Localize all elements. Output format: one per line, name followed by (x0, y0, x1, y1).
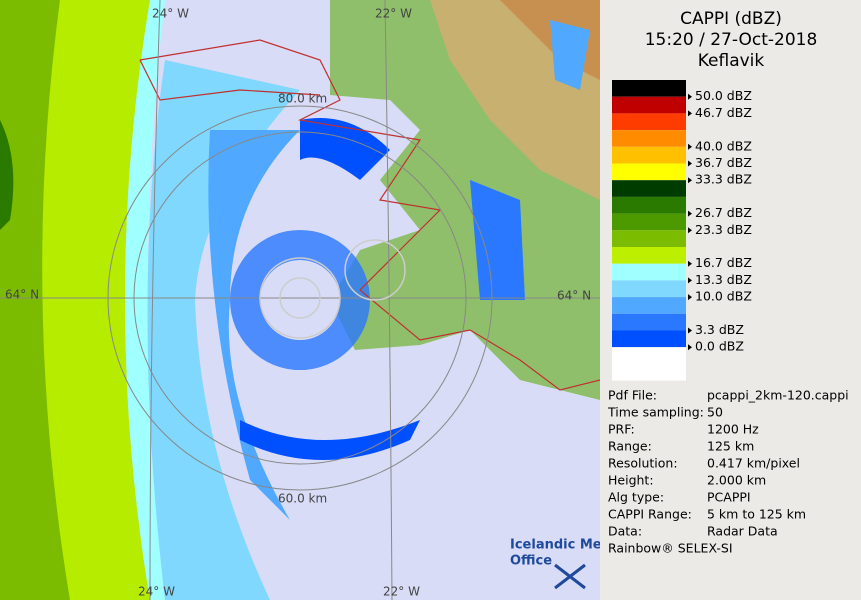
legend-swatch (612, 113, 686, 131)
legend-swatch (612, 196, 686, 214)
legend-swatch (612, 247, 686, 264)
info-value: 1200 Hz (707, 422, 759, 437)
info-value: 125 km (707, 439, 754, 454)
legend-tick (688, 143, 692, 150)
legend-swatch (612, 297, 686, 314)
legend-label: 46.7 dBZ (695, 105, 752, 120)
map-label: 24° W (152, 7, 189, 21)
legend-label: 33.3 dBZ (695, 172, 752, 187)
info-key: PRF: (608, 422, 635, 437)
legend-swatch (612, 213, 686, 231)
legend-title: CAPPI (dBZ) (680, 9, 782, 29)
footer: Rainbow® SELEX-SI (608, 541, 733, 556)
map-label: 60.0 km (278, 492, 327, 506)
info-key: Range: (608, 439, 652, 454)
info-key: Data: (608, 524, 642, 539)
legend-label: 36.7 dBZ (695, 155, 752, 170)
legend-label: 26.7 dBZ (695, 205, 752, 220)
info-key: Pdf File: (608, 388, 657, 403)
info-value: 2.000 km (707, 473, 766, 488)
legend-swatch (612, 180, 686, 197)
map-label: 22° W (383, 585, 420, 599)
legend-tick (688, 327, 692, 334)
legend-label: 16.7 dBZ (695, 255, 752, 270)
legend-label: 23.3 dBZ (695, 222, 752, 237)
legend-swatch (612, 347, 686, 381)
legend-tick (688, 160, 692, 167)
legend-label: 10.0 dBZ (695, 289, 752, 304)
info-value: Radar Data (707, 524, 778, 539)
legend-tick (688, 210, 692, 217)
legend-swatch (612, 163, 686, 181)
legend-tick (688, 260, 692, 267)
info-value: 5 km to 125 km (707, 507, 806, 522)
legend-title: 15:20 / 27-Oct-2018 (645, 30, 818, 50)
legend-swatch (612, 130, 686, 147)
legend-title: Keflavik (698, 51, 765, 71)
legend-label: 50.0 dBZ (695, 88, 752, 103)
map-label: 24° W (138, 585, 175, 599)
legend-swatch (612, 263, 686, 281)
logo-text: Office (510, 554, 552, 569)
map-label: 80.0 km (278, 92, 327, 106)
info-key: Resolution: (608, 456, 678, 471)
legend-tick (688, 93, 692, 100)
legend-tick (688, 227, 692, 234)
map-label: 22° W (375, 7, 412, 21)
info-value: 0.417 km/pixel (707, 456, 800, 471)
legend-tick (688, 110, 692, 117)
legend-swatch (612, 146, 686, 164)
radar-map: 24° W 22° W 64° N 64° N 80.0 km 60.0 km 24° W 2… (0, 0, 600, 600)
info-key: Alg type: (608, 490, 664, 505)
legend-label: 3.3 dBZ (695, 322, 744, 337)
legend-swatch (612, 96, 686, 114)
info-value: PCAPPI (707, 490, 751, 505)
legend-swatch (612, 330, 686, 348)
legend-label: 13.3 dBZ (695, 272, 752, 287)
legend-label: 40.0 dBZ (695, 138, 752, 153)
legend-tick (688, 277, 692, 284)
map-label: 64° N (557, 289, 591, 303)
legend-swatch (612, 280, 686, 298)
legend-tick (688, 344, 692, 351)
legend-swatch (612, 80, 686, 97)
legend-label: 0.0 dBZ (695, 339, 744, 354)
legend-swatch (612, 313, 686, 331)
info-key: Time sampling: (607, 405, 704, 420)
map-label: 64° N (5, 288, 39, 302)
info-key: CAPPI Range: (608, 507, 692, 522)
info-value: 50 (707, 405, 723, 420)
legend-tick (688, 294, 692, 301)
info-value: pcappi_2km-120.cappi (707, 388, 849, 403)
logo-text: Icelandic Met (510, 538, 600, 553)
legend-tick (688, 177, 692, 184)
legend-swatch (612, 230, 686, 247)
info-key: Height: (608, 473, 654, 488)
